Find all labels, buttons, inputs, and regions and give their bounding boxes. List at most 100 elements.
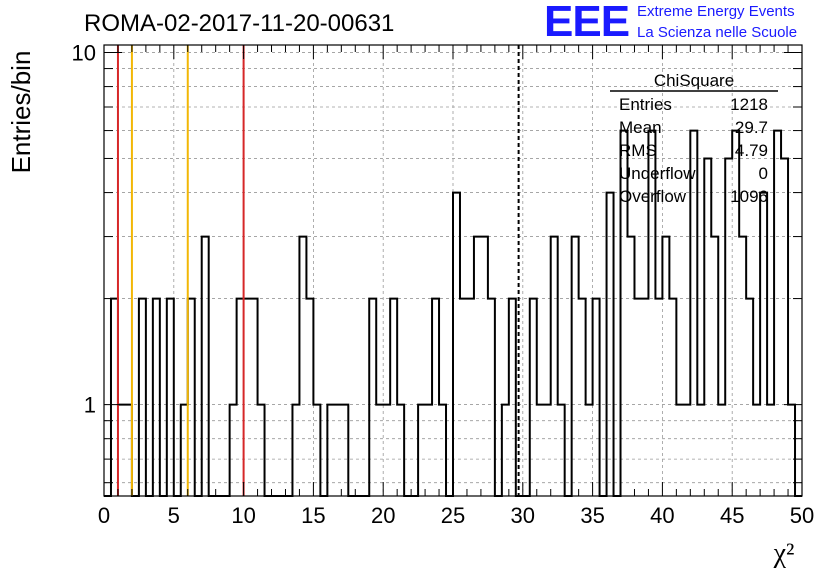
- histogram-bin: [481, 237, 488, 496]
- histogram-bin: [467, 299, 474, 496]
- stats-row-label: Mean: [619, 118, 662, 137]
- x-tick-label: 20: [371, 503, 395, 528]
- stats-row-value: 1218: [730, 95, 768, 114]
- x-tick-label: 0: [98, 503, 110, 528]
- histogram-bin: [544, 405, 551, 496]
- histogram-bin: [676, 405, 683, 496]
- histogram-bin: [774, 131, 781, 496]
- histogram-bin: [439, 405, 446, 496]
- histogram-bin: [125, 405, 132, 496]
- histogram-bin: [593, 299, 600, 496]
- x-tick-label: 10: [231, 503, 255, 528]
- histogram-bin: [230, 405, 237, 496]
- histogram-bin: [669, 299, 676, 496]
- eee-logo: EEE: [544, 0, 630, 46]
- histogram-bin: [739, 237, 746, 496]
- histogram-bin: [648, 131, 655, 496]
- stats-box: ChiSquare Entries 1218 Mean 29.7 RMS 4.79 Unde…: [610, 71, 778, 206]
- x-tick-label: 5: [168, 503, 180, 528]
- histogram-bin: [697, 405, 704, 496]
- histogram-bin: [376, 405, 383, 496]
- histogram-bin: [390, 299, 397, 496]
- histogram-bin: [530, 299, 537, 496]
- stats-row-value: 1096: [730, 187, 768, 206]
- marker-lines: [116, 45, 520, 496]
- histogram-bin: [718, 405, 725, 496]
- histogram-bin: [299, 237, 306, 496]
- histogram-bin: [237, 299, 244, 496]
- histogram-bin: [621, 131, 628, 496]
- histogram-bin: [767, 405, 774, 496]
- histogram-bin: [181, 405, 188, 496]
- histogram-bin: [551, 237, 558, 496]
- histogram-bin: [502, 405, 509, 496]
- x-axis-label: χ²: [773, 538, 795, 569]
- histogram-bin: [683, 405, 690, 496]
- x-tick-label: 45: [720, 503, 744, 528]
- stats-row-value: 29.7: [735, 118, 768, 137]
- histogram-bin: [313, 405, 320, 496]
- logo-line-2: La Scienza nelle Scuole: [637, 24, 798, 41]
- histogram-bin: [558, 405, 565, 496]
- histogram-bin: [139, 299, 146, 496]
- histogram-bin: [711, 237, 718, 496]
- histogram-bin: [432, 299, 439, 496]
- logo-line-1: Extreme Energy Events: [637, 3, 795, 20]
- x-tick-label: 40: [650, 503, 674, 528]
- histogram-bin: [579, 299, 586, 496]
- histogram-bin: [662, 237, 669, 496]
- histogram-bin: [244, 299, 251, 496]
- histogram-bin: [732, 131, 739, 496]
- histogram-bin: [167, 299, 174, 496]
- histogram-bin: [327, 405, 334, 496]
- histogram-bin: [383, 405, 390, 496]
- stats-row-label: Underflow: [619, 164, 696, 183]
- histogram-bin: [572, 237, 579, 496]
- histogram-bin: [628, 237, 635, 496]
- stats-row-value: 4.79: [735, 141, 768, 160]
- histogram-bin: [586, 405, 593, 496]
- histogram-bin: [202, 237, 209, 496]
- histogram-bin: [634, 299, 641, 496]
- x-tick-label: 50: [790, 503, 814, 528]
- histogram-bin: [760, 193, 767, 496]
- run-title: ROMA-02-2017-11-20-00631: [84, 10, 395, 37]
- histogram-bin: [425, 405, 432, 496]
- histogram-bin: [607, 193, 614, 496]
- y-tick-label: 10: [72, 40, 96, 65]
- histogram-bin: [746, 299, 753, 496]
- histogram-bin: [153, 299, 160, 496]
- histogram-bin: [251, 299, 258, 496]
- x-tick-label: 30: [511, 503, 535, 528]
- histogram-bin: [258, 405, 265, 496]
- histogram-bin: [704, 158, 711, 496]
- histogram-bin: [418, 405, 425, 496]
- histogram-bin: [460, 299, 467, 496]
- histogram-bin: [397, 405, 404, 496]
- histogram-bin: [655, 299, 662, 496]
- histogram-bin: [781, 158, 788, 496]
- histogram-bin: [118, 405, 125, 496]
- stats-row-label: RMS: [619, 141, 657, 160]
- histogram-bin: [334, 405, 341, 496]
- histogram-bin: [341, 405, 348, 496]
- stats-row-label: Overflow: [619, 187, 687, 206]
- histogram-bin: [474, 237, 481, 496]
- histogram-bin: [537, 405, 544, 496]
- histogram-bin: [488, 299, 495, 496]
- histogram-bin: [641, 299, 648, 496]
- stats-row-value: 0: [759, 164, 768, 183]
- tick-layer: 0 5 10 15 20 25 30 35 40 45 50 1 10: [72, 40, 815, 528]
- stats-title: ChiSquare: [654, 71, 734, 90]
- histogram-bin: [725, 158, 732, 496]
- x-tick-label: 15: [301, 503, 325, 528]
- histogram-bin: [509, 299, 516, 496]
- x-tick-label: 25: [441, 503, 465, 528]
- histogram-bin: [292, 405, 299, 496]
- y-tick-label: 1: [84, 393, 96, 418]
- histogram-bin: [188, 299, 195, 496]
- histogram-bin: [453, 193, 460, 496]
- histogram-bin: [369, 299, 376, 496]
- x-tick-label: 35: [580, 503, 604, 528]
